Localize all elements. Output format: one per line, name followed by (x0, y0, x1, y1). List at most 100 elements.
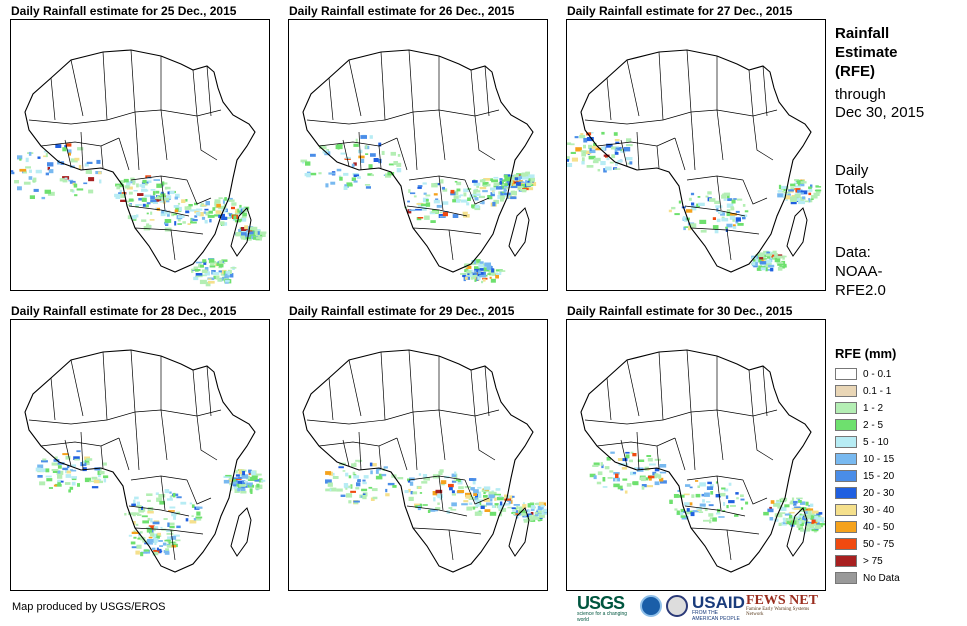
rain-cell (391, 474, 395, 478)
rain-cell (514, 177, 518, 181)
country-border (656, 145, 660, 169)
rain-cell (165, 195, 172, 199)
rain-cell (452, 214, 459, 218)
rain-cell (538, 501, 544, 506)
rain-cell (158, 540, 163, 542)
rain-cell (592, 464, 599, 467)
rain-cell (196, 511, 201, 516)
rain-cell (390, 151, 396, 156)
rain-cell (129, 215, 137, 220)
country-border (206, 365, 212, 417)
country-border (206, 65, 212, 117)
rain-cell (715, 481, 718, 484)
rain-cell (340, 494, 346, 497)
rain-cell (42, 458, 47, 461)
rain-cell (235, 474, 240, 477)
rain-cell (527, 510, 531, 513)
rain-cell (64, 145, 67, 148)
rain-cell (439, 211, 443, 214)
rain-cell (420, 203, 428, 207)
rain-cell (508, 499, 512, 504)
country-border (40, 437, 120, 447)
rain-cell (45, 152, 48, 158)
rain-cell (202, 259, 207, 263)
rain-cell (777, 190, 783, 193)
rain-cell (119, 189, 122, 194)
rain-cell (208, 258, 215, 264)
rain-cell (222, 199, 225, 204)
rain-cell (187, 223, 191, 225)
map-30 (566, 319, 826, 591)
rain-cell (810, 184, 813, 188)
legend-item: 0.1 - 1 (835, 385, 891, 399)
rain-cell (216, 262, 220, 266)
rain-cell (47, 191, 55, 196)
rain-cell (615, 141, 620, 144)
rain-cell (640, 476, 646, 482)
rain-cell (67, 149, 72, 154)
rain-cell (688, 226, 691, 231)
rain-cell (155, 492, 159, 495)
rain-cell (468, 502, 473, 505)
country-border (584, 409, 778, 425)
rain-cell (475, 499, 480, 504)
rain-cell (800, 181, 807, 184)
rain-cell (164, 539, 171, 542)
rain-cell (481, 280, 484, 284)
rain-cell (33, 188, 39, 192)
rain-cell (256, 229, 261, 231)
rain-cell (136, 505, 142, 508)
rain-cell (338, 175, 342, 178)
rain-cell (811, 528, 819, 532)
rain-cell (413, 195, 417, 198)
africa-outline (580, 349, 812, 573)
rain-cell (786, 521, 790, 525)
rain-cell (88, 177, 95, 182)
rain-cell (807, 523, 811, 527)
country-border (726, 229, 732, 261)
rain-cell (800, 190, 808, 195)
rain-cell (421, 206, 427, 211)
rain-cell (788, 189, 794, 192)
rain-cell (483, 486, 491, 490)
rain-cell (190, 209, 197, 212)
rain-cell (306, 174, 311, 178)
rain-cell (241, 229, 249, 234)
rain-cell (606, 457, 611, 461)
country-border (686, 349, 692, 413)
rain-cell (601, 131, 605, 135)
rain-cell (501, 179, 505, 182)
rain-cell (790, 183, 796, 187)
rain-cell (66, 143, 72, 147)
rain-cell (790, 197, 797, 202)
rain-cell (353, 475, 360, 479)
rain-cell (680, 515, 686, 518)
rain-cell (353, 180, 358, 183)
rain-cell (615, 147, 621, 151)
rain-cell (166, 544, 172, 548)
rain-cell (570, 151, 576, 154)
rain-cell (166, 529, 171, 532)
map-29 (288, 319, 548, 591)
rain-cell (409, 477, 415, 481)
rain-cell (641, 484, 647, 488)
rain-cell (150, 211, 153, 215)
rain-cell (121, 180, 125, 183)
africa-outline (302, 49, 534, 273)
rain-cell (765, 267, 768, 272)
rain-cell (404, 490, 409, 494)
rain-cell (155, 207, 158, 210)
rain-cell (146, 180, 152, 183)
country-border (342, 439, 350, 467)
rain-cell (511, 507, 516, 509)
country-border (620, 139, 628, 167)
rain-cell (816, 523, 820, 525)
rain-cell (736, 198, 743, 201)
rain-cell (83, 182, 88, 185)
rain-cell (473, 270, 477, 273)
rain-cell (195, 273, 203, 277)
rain-cell (228, 476, 234, 480)
rain-cell (256, 233, 261, 238)
rain-cell (470, 487, 475, 491)
rain-cell (325, 471, 332, 475)
